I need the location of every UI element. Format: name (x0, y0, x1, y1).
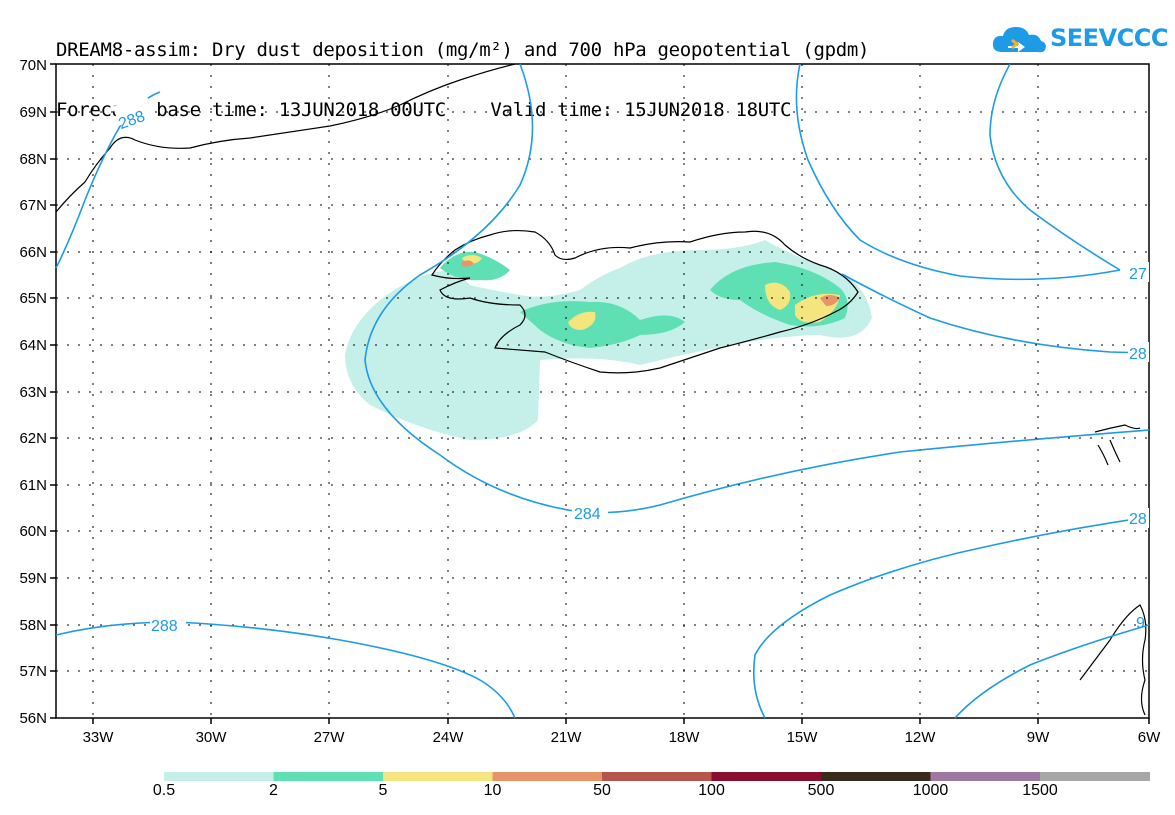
graticule (56, 64, 1149, 718)
longitude-labels: 33W 30W 27W 24W 21W 18W 15W 12W 9W 6W (83, 729, 1162, 746)
iceland-coast (431, 229, 859, 374)
lat-label: 62N (19, 430, 47, 447)
legend-swatch (711, 772, 822, 781)
lat-label: 70N (19, 57, 47, 74)
dust-fill-10 (462, 260, 840, 306)
lat-label: 57N (19, 663, 47, 680)
contour-288-south (55, 621, 516, 719)
legend-swatch (492, 772, 603, 781)
lat-label: 66N (19, 244, 47, 261)
lon-label: 18W (669, 729, 701, 746)
lat-label: 64N (19, 337, 47, 354)
legend-label: 1000 (912, 782, 949, 799)
contour-276 (795, 63, 1121, 281)
legend-swatch (1040, 772, 1150, 781)
faroe-coast (1094, 424, 1141, 466)
lat-label: 61N (19, 477, 47, 494)
lon-label: 30W (196, 729, 228, 746)
legend-label: 5 (378, 782, 388, 799)
legend-label: 1500 (1022, 782, 1058, 799)
seevccc-logo: SEEVCCC (990, 22, 1169, 58)
lon-label: 33W (83, 729, 115, 746)
legend-swatch (164, 772, 274, 781)
lat-label: 68N (19, 151, 47, 168)
lat-label: 60N (19, 523, 47, 540)
coastlines (55, 63, 1147, 716)
legend-label: 100 (698, 782, 725, 799)
contour-label-288-south: 288 (151, 618, 178, 635)
lat-label: 56N (19, 710, 47, 727)
legend-label: 50 (593, 782, 611, 799)
contour-label-284: 284 (574, 506, 601, 523)
contour-label-280-se: 9 (1136, 615, 1145, 632)
legend-swatch (930, 772, 1041, 781)
lon-label: 12W (905, 729, 937, 746)
legend-swatch (602, 772, 712, 781)
contour-label-276: 27 (1129, 266, 1147, 283)
legend-label: 10 (483, 782, 502, 799)
contour-label-280-east: 28 (1129, 346, 1147, 363)
lat-label: 67N (19, 197, 47, 214)
latitude-labels: 70N 69N 68N 67N 66N 65N 64N 63N 62N 61N … (19, 57, 47, 727)
contour-284 (364, 63, 1150, 514)
lat-label: 58N (19, 617, 47, 634)
lat-label: 69N (19, 104, 47, 121)
contour-label-280-south: 28 (1129, 511, 1147, 528)
lon-label: 9W (1027, 729, 1050, 746)
contour-280-south (752, 516, 1150, 719)
lon-label: 21W (551, 729, 583, 746)
legend-swatch (821, 772, 931, 781)
legend-swatch (383, 772, 493, 781)
lon-label: 27W (314, 729, 346, 746)
lat-label: 59N (19, 570, 47, 587)
legend-label: 500 (807, 782, 835, 799)
cloud-icon (992, 27, 1046, 53)
legend-colorbar (164, 772, 1150, 781)
lon-label: 6W (1138, 729, 1161, 746)
lon-label: 24W (433, 729, 465, 746)
legend-label: 0.5 (152, 782, 176, 799)
scotland-coast (1079, 604, 1147, 716)
legend-label: 2 (269, 782, 278, 799)
axis-ticks (50, 63, 1150, 724)
title-line-1: DREAM8-assim: Dry dust deposition (mg/m²… (56, 39, 870, 61)
lat-label: 65N (19, 290, 47, 307)
lat-label: 63N (19, 384, 47, 401)
lon-label: 15W (787, 729, 819, 746)
contour-labels: 288 284 288 27 28 28 9 (112, 94, 1149, 635)
map-frame (55, 63, 1150, 719)
contour-280-se (954, 624, 1150, 719)
contour-280 (841, 63, 1150, 354)
logo-text: SEEVCCC (1050, 24, 1169, 52)
legend-swatch (273, 772, 384, 781)
geopotential-contours (55, 63, 1150, 719)
greenland-coast (55, 63, 516, 213)
